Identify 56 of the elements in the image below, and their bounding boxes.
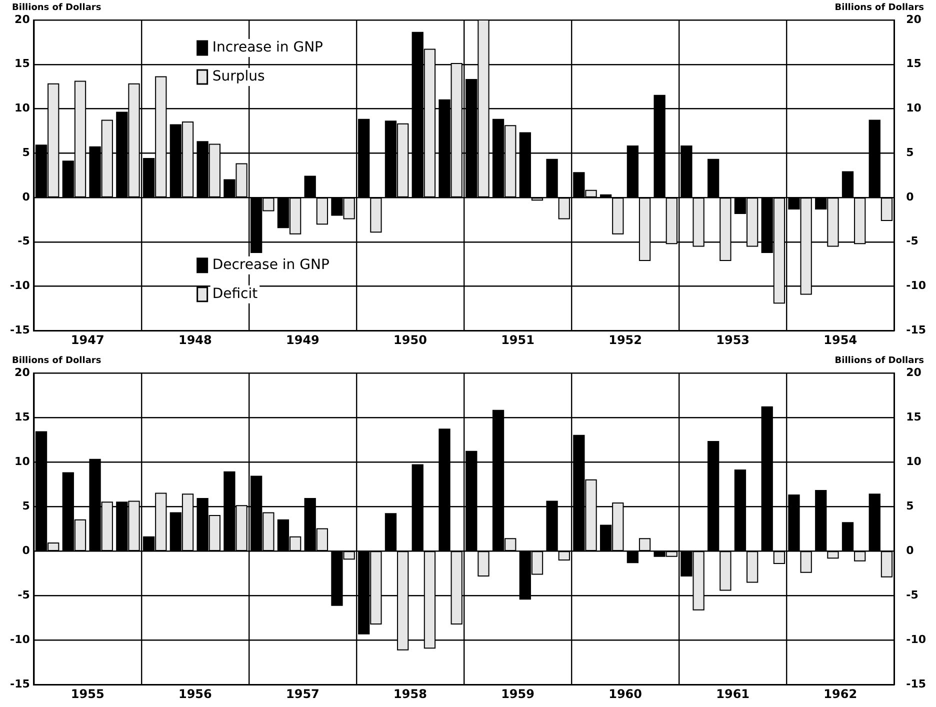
y-tick-label: -5	[18, 234, 30, 248]
y2-tick-label: -5	[906, 588, 918, 602]
x-tick-label: 1948	[178, 332, 212, 347]
y-tick-label: 20	[14, 12, 30, 26]
legend-label: Surplus	[212, 68, 265, 85]
legend-label: Deficit	[212, 286, 258, 302]
y2-tick-label: 0	[906, 190, 914, 204]
x-tick-label: 1952	[608, 332, 642, 347]
y2-tick-label: -5	[906, 234, 918, 248]
y-tick-label: -10	[10, 632, 30, 646]
y2-tick-label: 5	[906, 499, 914, 512]
x-tick-label: 1959	[501, 686, 534, 701]
y-tick-label: -5	[18, 588, 30, 602]
y-axis-title: Billions of Dollars	[12, 2, 102, 13]
y2-axis-title: Billions of Dollars	[834, 2, 924, 13]
y2-axis-title: Billions of Dollars	[834, 356, 924, 366]
y-tick-label: -15	[10, 323, 30, 336]
x-tick-label: 1950	[394, 332, 427, 347]
y-tick-label: -10	[10, 279, 30, 292]
y2-tick-label: -15	[906, 323, 926, 336]
y-tick-label: 15	[14, 57, 30, 70]
y2-tick-label: 15	[906, 410, 922, 424]
x-tick-label: 1957	[286, 686, 320, 701]
x-tick-label: 1947	[70, 332, 104, 347]
x-tick-label: 1951	[501, 332, 534, 347]
y-tick-label: 0	[22, 190, 30, 204]
x-tick-label: 1953	[716, 332, 750, 347]
y2-tick-label: 20	[906, 12, 922, 26]
x-tick-label: 1954	[824, 332, 858, 347]
x-tick-label: 1958	[394, 686, 427, 701]
y-tick-label: 10	[14, 454, 30, 468]
x-tick-label: 1955	[70, 686, 104, 701]
y2-tick-label: -10	[906, 632, 926, 646]
y-axis-title: Billions of Dollars	[12, 356, 102, 366]
x-tick-label: 1949	[286, 332, 320, 347]
y-tick-label: 5	[22, 499, 30, 512]
y-tick-label: 20	[14, 366, 30, 379]
y2-tick-label: 20	[906, 366, 922, 379]
x-tick-label: 1960	[608, 686, 642, 701]
y-tick-label: 10	[14, 102, 30, 115]
y2-tick-label: 0	[906, 544, 914, 557]
y2-tick-label: -15	[906, 677, 926, 690]
y-tick-label: 15	[14, 410, 30, 424]
legend-label: Decrease in GNP	[212, 257, 330, 274]
y-tick-label: 0	[22, 544, 30, 557]
y2-tick-label: 10	[906, 102, 922, 115]
y2-tick-label: 10	[906, 454, 922, 468]
x-tick-label: 1961	[716, 686, 750, 701]
y2-tick-label: 15	[906, 57, 922, 70]
y2-tick-label: -10	[906, 279, 926, 292]
x-tick-label: 1956	[178, 686, 212, 701]
y2-tick-label: 5	[906, 146, 914, 159]
y-tick-label: -15	[10, 677, 30, 690]
legend-label: Increase in GNP	[212, 40, 324, 56]
x-tick-label: 1962	[824, 686, 858, 701]
y-tick-label: 5	[22, 146, 30, 159]
